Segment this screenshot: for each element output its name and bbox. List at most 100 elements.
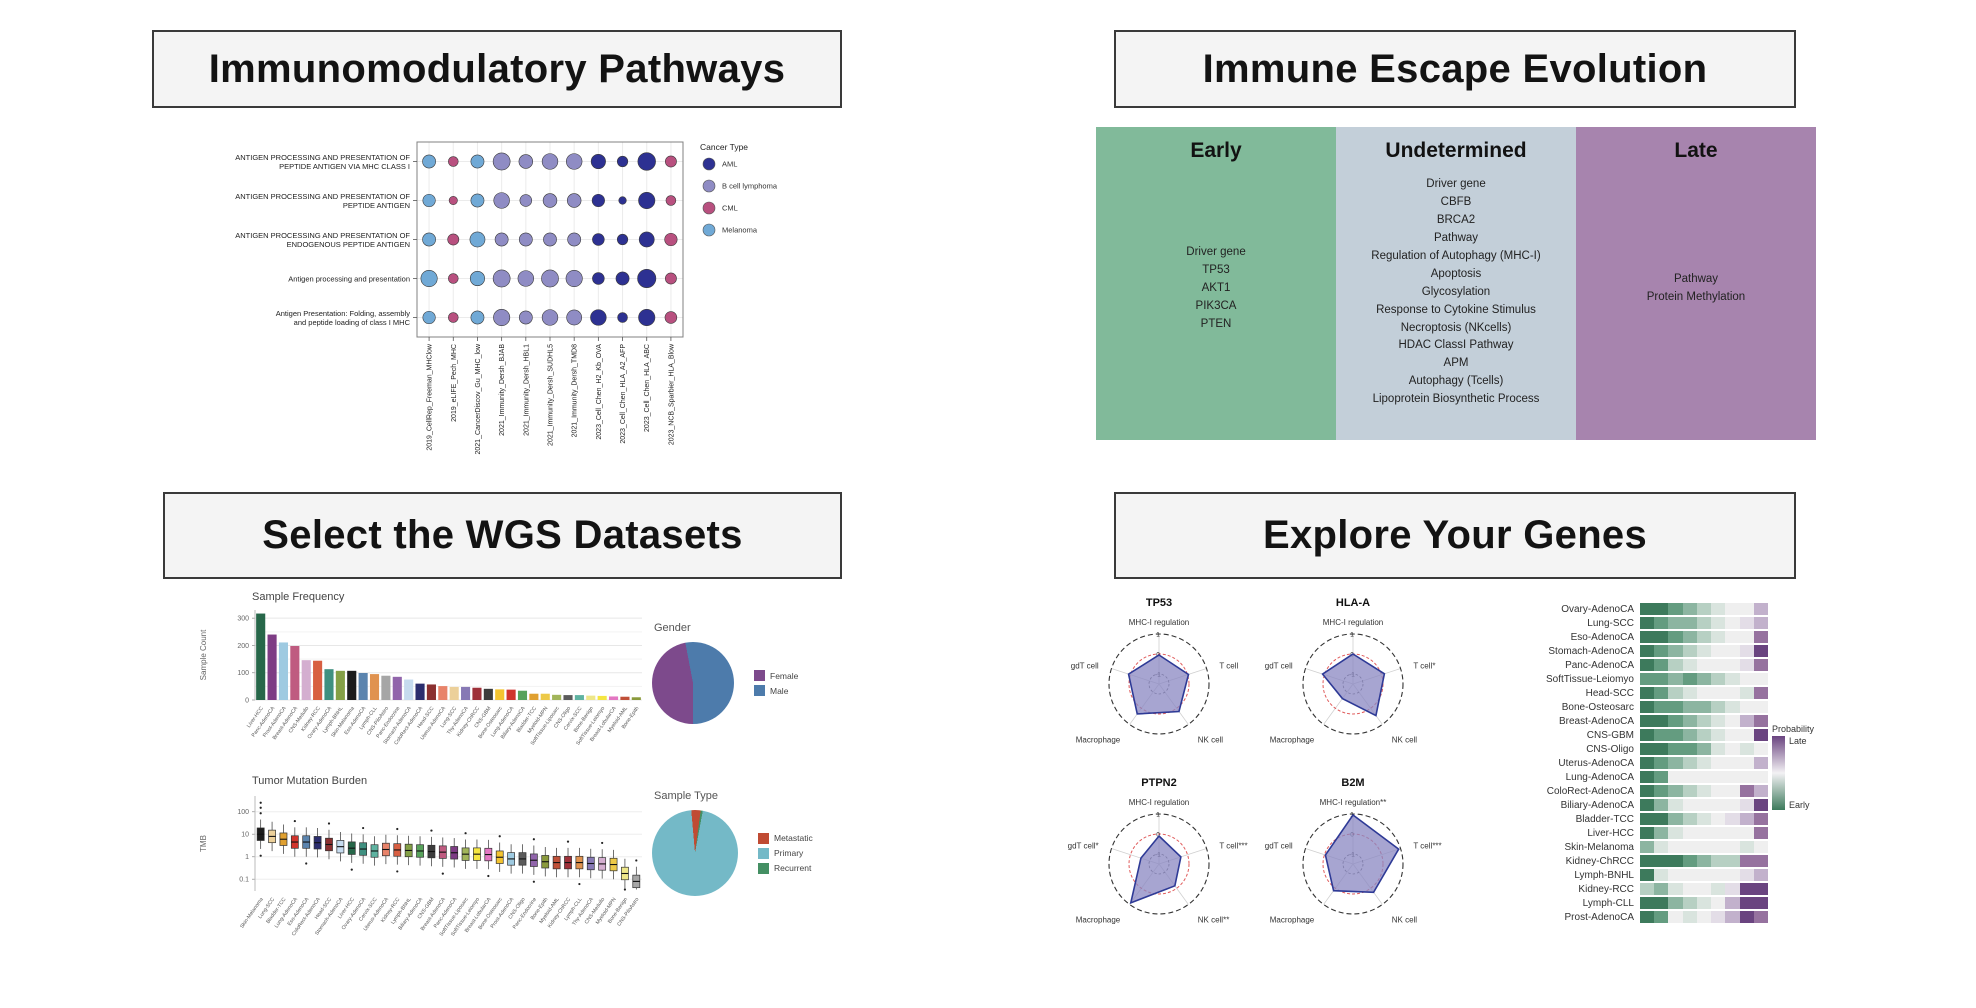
probability-segment: [1696, 799, 1712, 811]
bar: [358, 673, 368, 700]
dotplot-bubble: [638, 309, 656, 327]
probability-segment: [1640, 645, 1655, 657]
legend-item: Female: [754, 670, 798, 681]
probability-segment: [1668, 869, 1683, 881]
bar: [313, 660, 323, 700]
radar-axis-label: gdT cell: [1265, 841, 1293, 850]
probability-segment: [1696, 715, 1712, 727]
probability-segment: [1654, 897, 1669, 909]
probability-segment: [1753, 659, 1768, 671]
probability-segment: [1668, 673, 1683, 685]
probability-segment: [1640, 813, 1655, 825]
probability-row: Breast-AdenoCA: [1532, 714, 1768, 728]
probability-segment: [1682, 897, 1697, 909]
probability-segment: [1711, 757, 1726, 769]
probability-row: Uterus-AdenoCA: [1532, 756, 1768, 770]
dotplot-bubble: [638, 191, 656, 209]
radar-axis-label: T cell*: [1413, 661, 1435, 670]
probability-segment: [1682, 883, 1697, 895]
probability-segment: [1711, 673, 1726, 685]
probability-segment: [1725, 659, 1740, 671]
probability-row-label: Kidney-RCC: [1578, 883, 1634, 895]
probability-segment: [1668, 883, 1683, 895]
y-tick-label: 300: [237, 616, 249, 623]
bar: [438, 686, 448, 700]
probability-segment: [1654, 883, 1669, 895]
probability-row: Lymph-BNHL: [1532, 868, 1768, 882]
chart-title: Tumor Mutation Burden: [252, 775, 367, 787]
probability-segment: [1654, 743, 1669, 755]
probability-segment: [1640, 771, 1655, 783]
pie-circle: [652, 810, 738, 896]
probability-segment: [1711, 687, 1726, 699]
probability-row: Biliary-AdenoCA: [1532, 798, 1768, 812]
probability-segment: [1682, 855, 1697, 867]
probability-row-label: Biliary-AdenoCA: [1560, 799, 1634, 811]
probability-row-label: Kidney-ChRCC: [1565, 855, 1634, 867]
radar-axis-label: Macrophage: [1076, 916, 1121, 925]
panel-title-immune-escape-evolution[interactable]: Immune Escape Evolution: [1114, 30, 1796, 108]
probability-row-bar: [1640, 617, 1768, 629]
dotplot-bubble: [566, 309, 583, 326]
dotplot-bubble: [470, 193, 485, 208]
dotplot-bubble: [637, 269, 657, 288]
probability-segment: [1711, 617, 1726, 629]
probability-row-label: Head-SCC: [1585, 687, 1634, 699]
bar: [381, 675, 391, 700]
probability-segment: [1725, 897, 1740, 909]
probability-segment: [1696, 729, 1712, 741]
probability-segment: [1739, 631, 1754, 643]
probability-segment: [1739, 855, 1754, 867]
escape-item: Regulation of Autophagy (MHC-I): [1371, 249, 1541, 262]
legend-swatch: [754, 685, 765, 696]
probability-row-label: Lymph-CLL: [1582, 897, 1634, 909]
radar-axis-label: T cell: [1219, 661, 1238, 670]
probability-row-label: Stomach-AdenoCA: [1548, 645, 1634, 657]
probability-row: Kidney-RCC: [1532, 882, 1768, 896]
probability-row-label: Prost-AdenoCA: [1564, 911, 1634, 923]
probability-segment: [1682, 659, 1697, 671]
probability-segment: [1739, 701, 1754, 713]
probability-segment: [1682, 603, 1697, 615]
probability-segment: [1640, 729, 1655, 741]
probability-segment: [1753, 645, 1768, 657]
escape-column-undetermined: Undetermined Driver gene CBFB BRCA2 Pathway R…: [1336, 127, 1576, 440]
dotplot-bubble: [422, 154, 436, 169]
immune-escape-panels: Early Driver gene TP53 AKT1 PIK3CA PTEN Undete…: [1096, 127, 1816, 440]
probability-row-bar: [1640, 603, 1768, 615]
probability-segment: [1682, 743, 1697, 755]
dotplot-bubble: [665, 272, 677, 285]
dotplot-bubble: [616, 155, 629, 168]
probability-segment: [1640, 855, 1655, 867]
probability-segment: [1640, 841, 1655, 853]
probability-segment: [1640, 673, 1655, 685]
probability-segment: [1725, 813, 1740, 825]
panel-title-select-wgs-datasets[interactable]: Select the WGS Datasets: [163, 492, 842, 579]
probability-segment: [1753, 729, 1768, 741]
probability-segment: [1739, 673, 1754, 685]
probability-segment: [1668, 911, 1683, 923]
probability-segment: [1711, 911, 1726, 923]
probability-segment: [1696, 701, 1712, 713]
probability-segment: [1654, 869, 1669, 881]
panel-title-explore-your-genes[interactable]: Explore Your Genes: [1114, 492, 1796, 579]
probability-segment: [1739, 799, 1754, 811]
pie-title: Gender: [654, 622, 691, 634]
probability-segment: [1753, 757, 1768, 769]
probability-segment: [1682, 687, 1697, 699]
escape-column-header: Late: [1674, 139, 1718, 162]
escape-item: PIK3CA: [1195, 299, 1237, 312]
probability-segment: [1640, 715, 1655, 727]
probability-segment: [1668, 603, 1683, 615]
legend-item: Metastatic: [758, 832, 813, 844]
dotplot-bubble: [518, 232, 533, 247]
legend-swatch: [702, 201, 716, 215]
radar-title: TP53: [1146, 597, 1172, 609]
legend-swatch: [758, 862, 769, 874]
escape-item: BRCA2: [1436, 213, 1476, 226]
probability-segment: [1753, 785, 1768, 797]
legend-swatch: [702, 179, 716, 193]
panel-title-immunomodulatory-pathways[interactable]: Immunomodulatory Pathways: [152, 30, 842, 108]
radar-axis-label: Macrophage: [1076, 736, 1121, 745]
